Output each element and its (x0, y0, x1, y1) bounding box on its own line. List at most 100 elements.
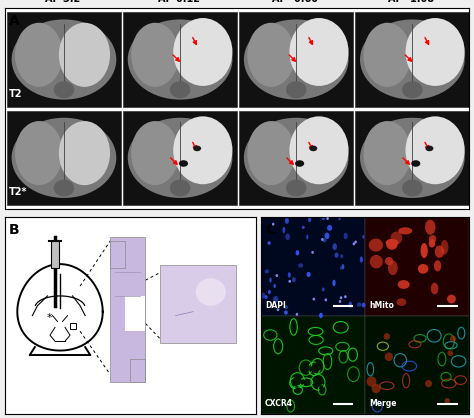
Ellipse shape (447, 350, 453, 356)
Ellipse shape (54, 179, 74, 196)
Ellipse shape (173, 18, 232, 86)
Ellipse shape (338, 216, 341, 220)
Ellipse shape (398, 280, 410, 289)
Ellipse shape (308, 216, 311, 222)
Ellipse shape (290, 116, 348, 184)
FancyBboxPatch shape (110, 237, 146, 382)
Ellipse shape (319, 313, 323, 318)
Ellipse shape (272, 223, 274, 226)
Ellipse shape (391, 232, 402, 245)
Ellipse shape (344, 295, 346, 298)
Ellipse shape (418, 264, 428, 274)
Ellipse shape (325, 298, 327, 301)
Ellipse shape (264, 295, 268, 299)
Ellipse shape (441, 240, 448, 255)
Ellipse shape (311, 329, 320, 334)
Ellipse shape (285, 234, 290, 240)
Ellipse shape (321, 215, 325, 220)
Bar (261, 217, 365, 316)
Ellipse shape (364, 121, 411, 185)
Ellipse shape (244, 20, 348, 99)
Ellipse shape (312, 337, 320, 343)
Bar (51, 241, 59, 268)
Ellipse shape (429, 235, 436, 243)
Ellipse shape (321, 349, 330, 353)
Text: AP -1.08: AP -1.08 (388, 0, 434, 4)
Ellipse shape (340, 296, 342, 299)
Ellipse shape (193, 145, 201, 151)
Bar (239, 13, 353, 107)
Ellipse shape (269, 278, 272, 283)
Ellipse shape (283, 306, 288, 309)
Ellipse shape (450, 336, 456, 342)
Ellipse shape (402, 179, 423, 196)
Ellipse shape (325, 232, 329, 239)
Ellipse shape (288, 403, 293, 410)
Ellipse shape (247, 121, 295, 185)
Ellipse shape (293, 376, 301, 385)
Ellipse shape (12, 118, 116, 198)
Ellipse shape (341, 353, 346, 361)
Ellipse shape (295, 160, 304, 167)
Ellipse shape (364, 23, 411, 87)
Ellipse shape (327, 225, 332, 231)
Ellipse shape (298, 263, 303, 268)
Ellipse shape (435, 245, 444, 258)
Ellipse shape (311, 365, 318, 373)
Ellipse shape (179, 160, 188, 167)
Ellipse shape (360, 20, 465, 99)
Bar (365, 316, 469, 414)
Ellipse shape (396, 298, 406, 306)
Ellipse shape (285, 218, 289, 224)
Ellipse shape (366, 376, 376, 387)
Ellipse shape (426, 145, 433, 151)
Text: AP 0.12: AP 0.12 (158, 0, 200, 4)
Ellipse shape (320, 387, 324, 393)
Text: AP 3.2: AP 3.2 (45, 0, 81, 4)
Ellipse shape (295, 387, 301, 393)
Ellipse shape (286, 179, 307, 196)
Ellipse shape (292, 380, 298, 386)
Ellipse shape (385, 239, 399, 246)
Ellipse shape (314, 377, 322, 387)
Ellipse shape (268, 290, 271, 294)
FancyBboxPatch shape (161, 265, 236, 343)
Ellipse shape (15, 23, 63, 87)
Ellipse shape (406, 18, 465, 86)
Bar (7, 13, 121, 107)
Ellipse shape (338, 344, 346, 349)
Ellipse shape (273, 284, 276, 288)
Ellipse shape (296, 250, 299, 255)
Ellipse shape (340, 254, 343, 258)
Ellipse shape (301, 226, 305, 229)
Ellipse shape (15, 121, 63, 185)
FancyBboxPatch shape (125, 296, 146, 331)
Ellipse shape (284, 310, 288, 315)
Ellipse shape (196, 278, 226, 306)
Text: AP -0.60: AP -0.60 (272, 0, 318, 4)
Ellipse shape (288, 272, 291, 278)
Ellipse shape (292, 322, 296, 332)
Bar (365, 217, 469, 316)
Text: T2*: T2* (9, 187, 27, 197)
Ellipse shape (247, 23, 295, 87)
Ellipse shape (290, 18, 348, 86)
FancyBboxPatch shape (130, 359, 146, 382)
Ellipse shape (354, 240, 357, 243)
Ellipse shape (307, 272, 310, 277)
Ellipse shape (302, 363, 310, 372)
Ellipse shape (131, 121, 179, 185)
Ellipse shape (332, 243, 337, 250)
Ellipse shape (286, 81, 307, 98)
Ellipse shape (131, 23, 179, 87)
Text: Merge: Merge (369, 399, 397, 408)
Ellipse shape (321, 238, 324, 241)
Ellipse shape (59, 23, 110, 87)
Ellipse shape (336, 324, 345, 331)
Ellipse shape (322, 288, 325, 291)
Ellipse shape (372, 384, 381, 393)
Ellipse shape (275, 274, 278, 277)
Text: C: C (265, 223, 275, 237)
Ellipse shape (292, 277, 296, 282)
Ellipse shape (264, 270, 269, 273)
